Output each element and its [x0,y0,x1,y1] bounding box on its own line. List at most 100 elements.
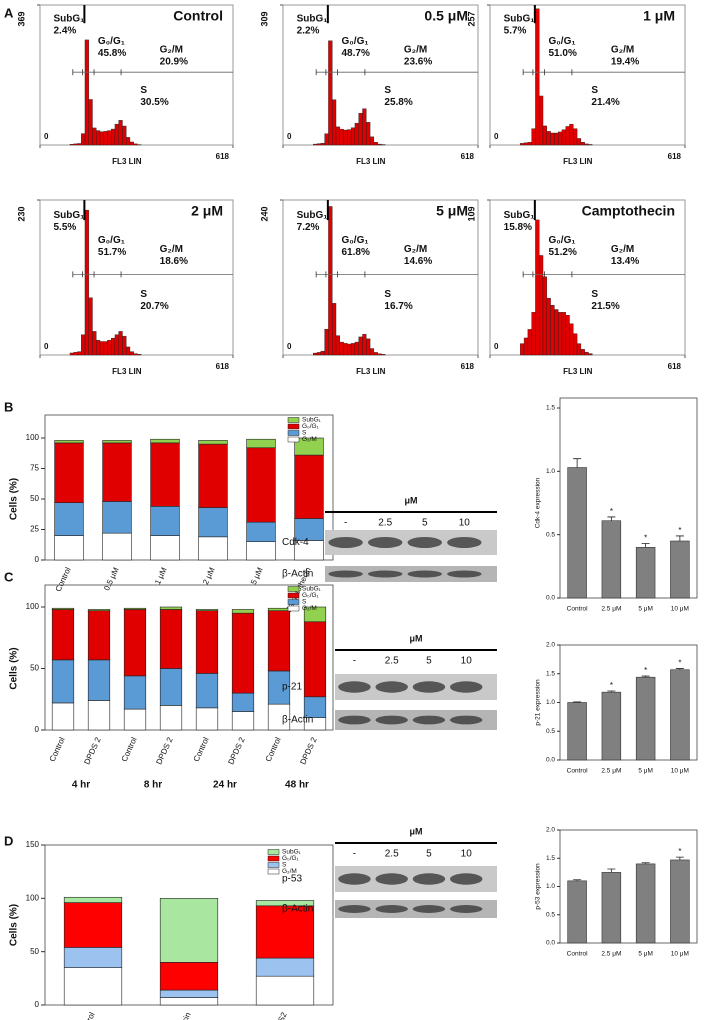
bar-segment [255,905,315,959]
legend-swatch [267,849,280,855]
blot-row-label: Cdk-4 [282,537,309,548]
x-tick-label: DPDS 2 [82,735,103,765]
histogram-bar [335,335,340,356]
bar-segment [102,501,132,534]
blot-band [447,537,482,548]
blot-band [375,681,408,693]
histogram-bar [313,143,318,146]
gate-name: G₀/G₁ [98,235,125,246]
gate-value: 2.4% [54,26,77,37]
histogram-bar [350,127,356,146]
histogram-bar [111,337,116,356]
x-tick-label: 618 [668,362,682,371]
plot-frame [559,397,698,599]
y-tick-label: 0 [35,1000,40,1009]
chart-title: Camptothecin [582,203,675,219]
blot-band [368,537,403,548]
significance-mark: * [610,507,613,516]
x-tick-label: 1 μM [153,566,169,586]
y-tick-label: 50 [30,494,39,503]
histogram-bar [77,351,82,356]
histogram-bar [358,113,363,146]
group-label: 4 hr [72,780,90,791]
histogram-bar [122,335,127,356]
histogram-bar [114,123,119,146]
error-bar [675,668,684,670]
histogram-bar [535,8,540,146]
bar-segment [267,607,291,611]
legend-swatch [287,599,300,605]
bar-segment [303,606,327,623]
bar-segment [51,702,75,731]
gate-value: 51.0% [549,48,577,59]
blot-band [338,905,371,913]
y-tick-label: 50 [30,947,39,956]
error-bar [607,690,616,693]
bar-segment [246,447,276,523]
gate-name: SubG₁ [54,14,85,25]
x-tick-label: 10 μM [671,951,689,958]
x-tick-label: 618 [461,152,475,161]
error-bar [573,458,582,468]
blot-row-label: β-Actin [282,904,313,915]
x-tick-label: 2.5 μM [601,951,621,958]
histogram-bar [546,297,551,356]
histogram-bar [88,99,93,146]
blot-band [450,681,483,693]
lane-label: - [353,849,356,860]
bar-segment [54,440,84,444]
bar [601,520,622,599]
histogram-bar [381,354,386,356]
gate-value: 15.8% [504,222,532,233]
y-tick-label: 1.0 [546,883,555,890]
histogram-bar [114,334,119,356]
bar-segment [198,536,228,561]
histogram-bar [320,350,325,356]
x-tick-label: 0 [287,342,292,351]
x-tick-label: 618 [668,152,682,161]
histogram-bar [328,40,333,146]
x-axis-label: FL3 LIN [563,157,593,166]
significance-mark: * [678,526,681,535]
histogram-bar [73,352,78,356]
legend-label: S [282,862,287,869]
x-tick-label: 0 [44,132,49,141]
lane-label: 5 [426,849,432,860]
bar-segment [246,438,276,449]
panel-label: B [4,399,13,414]
x-tick-label: Control [567,951,589,958]
bar-segment [159,898,219,963]
error-bar [641,675,650,678]
bar-segment [198,507,228,538]
blot-band [375,715,408,725]
histogram-bar [92,331,97,356]
histogram-bar [137,354,142,356]
histogram-bar [354,123,359,146]
bar-segment [123,675,147,710]
y-tick-label: 0.0 [546,940,555,947]
bar [601,872,622,944]
y-tick-label: 1.5 [546,855,555,862]
bar-segment [231,711,255,731]
y-axis-label: Cdk-4 expression [535,477,542,528]
bar [635,676,656,761]
histogram-bar [332,303,337,356]
histogram-bar [573,333,578,356]
x-tick-label: DPDS 2 [154,735,175,765]
blot-band [412,905,446,913]
significance-mark: * [678,847,681,856]
x-tick-label: 0 [44,342,49,351]
chart-title: 0.5 μM [424,8,468,24]
x-tick-label: 5 μM [638,768,653,775]
gate-value: 61.8% [342,247,370,258]
legend-label: G₀/G₁ [302,592,320,599]
gate-name: G₀/G₁ [549,235,576,246]
error-bar [607,868,616,873]
y-tick-label: 75 [30,464,39,473]
gate-value: 16.7% [384,301,412,312]
group-label: 8 hr [144,780,162,791]
blot-band [328,537,363,548]
x-axis-label: FL3 LIN [112,367,142,376]
blot-band [375,905,408,913]
legend-swatch [287,417,300,423]
